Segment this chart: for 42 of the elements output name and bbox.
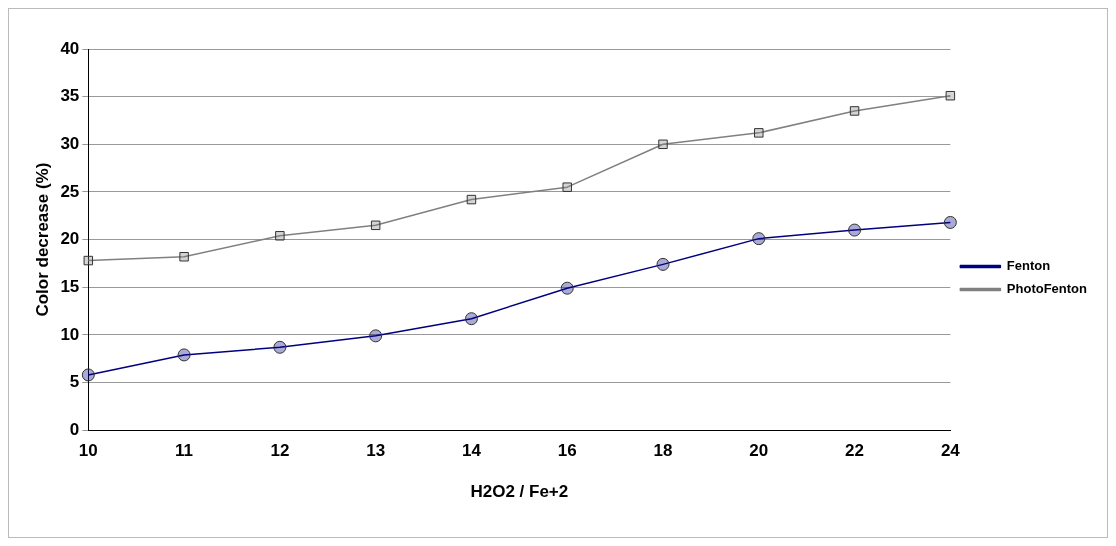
point [849,106,860,116]
y-tick-label: 10 [60,324,80,344]
y-tick-label: 40 [60,38,80,58]
point [81,368,95,382]
point [656,257,670,271]
point [943,215,957,229]
x-tick-label: 14 [461,441,482,461]
x-tick-label: 13 [366,441,386,461]
y-tick-label: 25 [60,181,80,201]
y-tick-label: 15 [60,276,80,296]
y-tick-label: 30 [60,133,80,153]
point [464,312,478,326]
point [275,231,285,241]
point [177,348,191,362]
point [945,90,956,101]
y-tick-label: 35 [60,86,80,106]
point [179,252,189,262]
point [848,223,862,237]
y-tick-label: 20 [60,229,80,249]
point [752,232,766,246]
legend-label: Fenton [1006,258,1051,274]
legend-label: PhotoFenton [1006,281,1088,297]
point [273,340,287,354]
point [562,182,572,192]
x-tick-label: 12 [270,441,290,461]
point [560,281,574,295]
x-tick-label: 24 [940,441,961,461]
y-tick-label: 5 [69,372,80,392]
x-tick-label: 16 [557,441,577,461]
x-tick-label: 18 [653,441,673,461]
point [369,329,383,343]
point [658,139,668,150]
point [466,194,477,205]
y-tick-label: 0 [69,419,80,439]
point [83,255,94,266]
x-tick-label: 20 [749,441,769,461]
y-axis-title: Color decrease (%) [32,162,52,317]
x-tick-label: 11 [175,441,194,461]
x-tick-label: 22 [845,441,865,461]
x-axis-title: H2O2 / Fe+2 [470,482,569,502]
point [754,128,764,138]
point [370,220,381,231]
